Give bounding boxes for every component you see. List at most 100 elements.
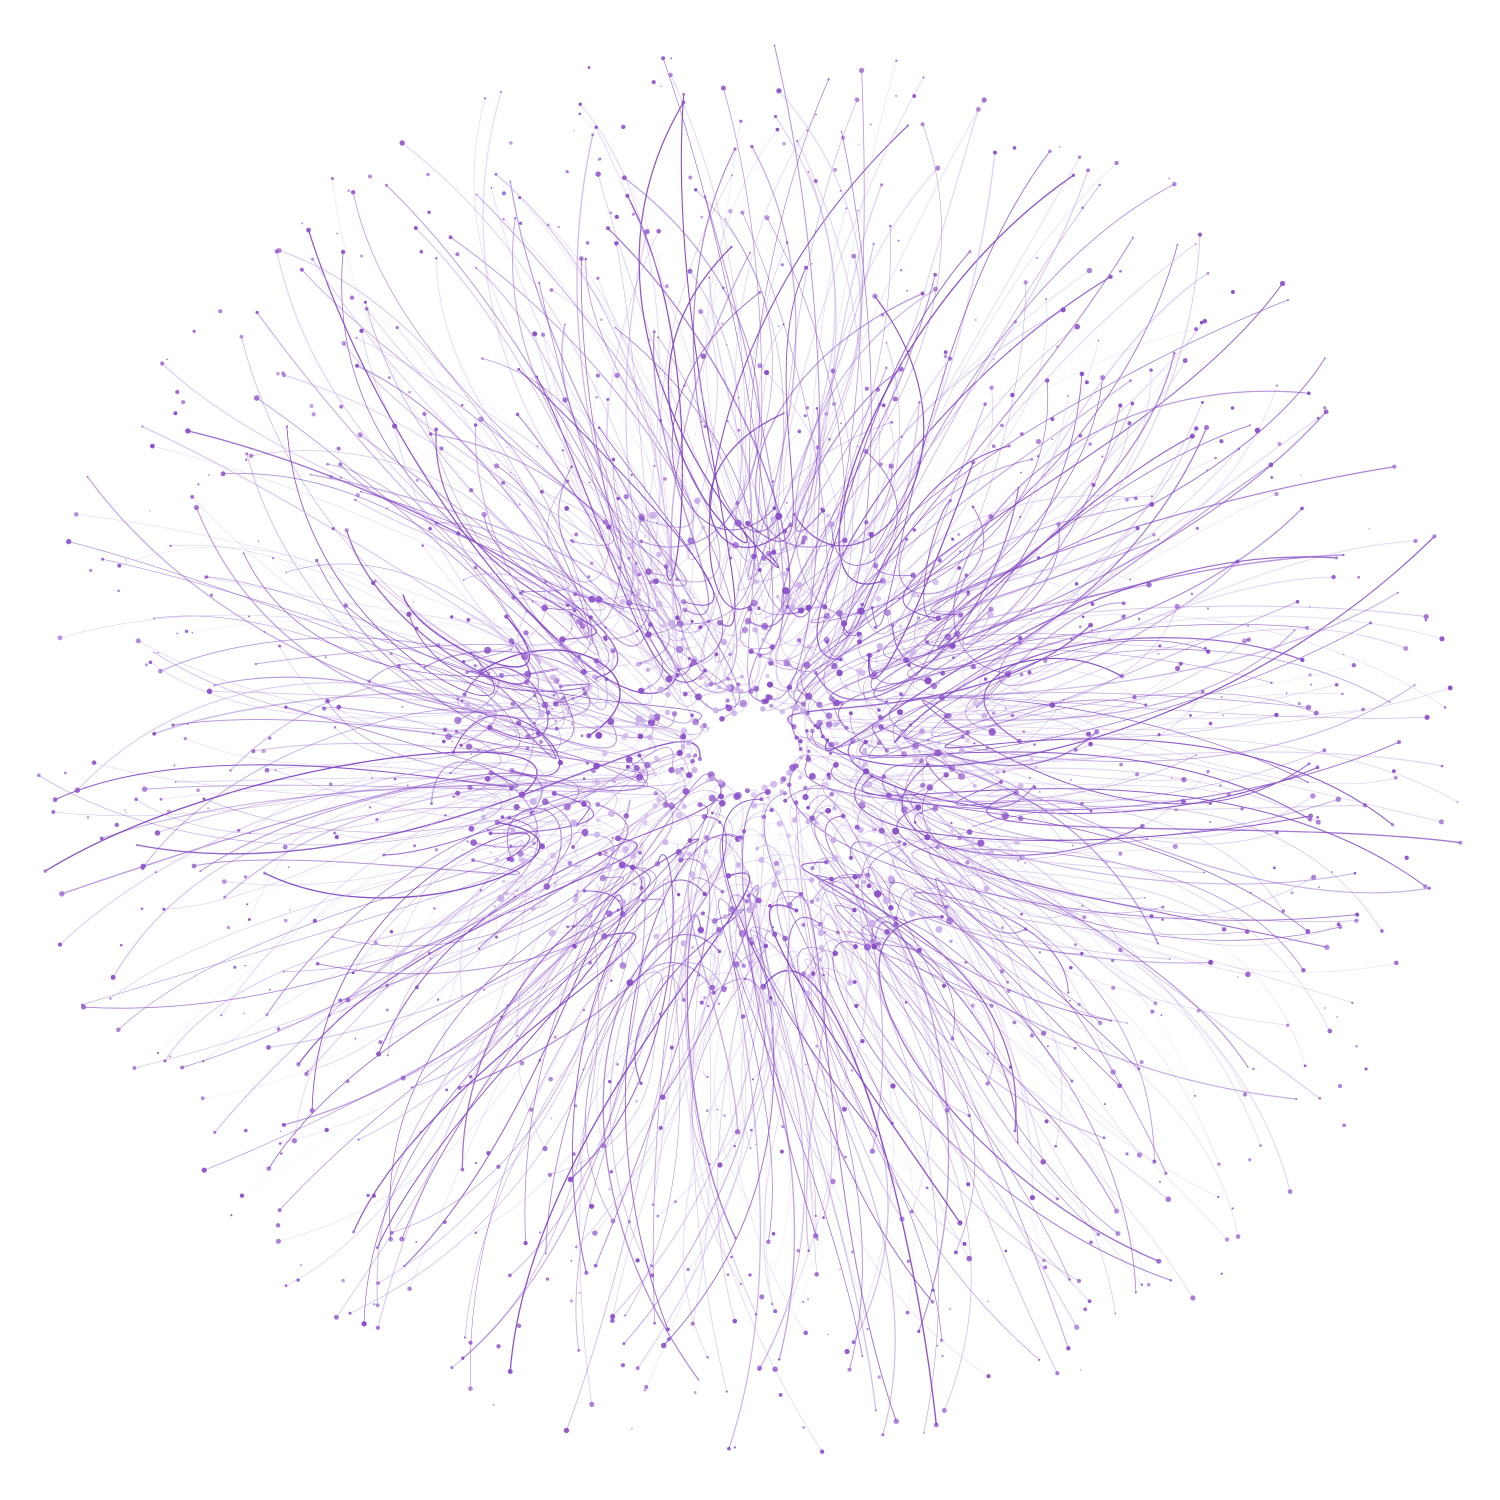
node-dot [516,1034,519,1037]
node-dot [114,822,119,828]
node-dot [630,473,633,476]
node-dot [918,401,921,404]
node-dot [827,78,830,81]
node-dot [941,1355,944,1358]
node-dot [1168,958,1171,960]
node-dot [957,835,962,841]
node-dot [890,623,895,628]
node-dot [616,496,620,501]
node-dot [851,253,857,259]
strand [822,640,1246,729]
node-dot [174,781,177,783]
node-dot [1018,641,1022,645]
node-dot [354,498,357,502]
node-dot [992,712,994,714]
node-dot [780,607,788,615]
node-dot [520,589,525,594]
node-dot [852,907,857,913]
strand [919,668,1178,767]
strand [868,699,1146,759]
node-dot [435,257,438,260]
node-dot [1295,599,1300,604]
node-dot [507,1369,513,1374]
node-dot [668,766,675,774]
node-dot [1158,644,1162,648]
strand [496,823,608,938]
node-dot [782,571,788,577]
node-dot [926,640,929,644]
node-dot [492,1403,495,1406]
strand [748,274,936,702]
node-dot [619,911,626,918]
node-dot [875,596,882,602]
node-dot [368,806,372,809]
node-dot [842,537,848,544]
node-dot [364,307,369,311]
strand [855,753,1211,805]
strand [821,939,1080,1282]
node-dot [500,815,505,819]
strand [778,167,939,647]
node-dot [899,795,903,799]
node-dot [820,734,825,739]
node-dot [459,743,463,748]
node-dot [1206,469,1209,472]
strand [972,805,1383,932]
strand [253,736,685,764]
node-dot [800,670,806,677]
node-dot [761,784,768,791]
node-dot [680,940,688,947]
node-dot [748,959,754,965]
node-dot [1078,433,1083,438]
node-dot [861,750,868,757]
strand [861,775,1426,887]
node-dot [786,769,793,776]
strand [203,777,718,1062]
node-dot [530,906,536,912]
strand [911,873,1015,1023]
node-dot [863,448,869,454]
node-dot [971,505,975,509]
node-dot [1242,638,1248,644]
node-dot [786,833,792,839]
node-dot [461,849,464,851]
strand [847,740,1318,814]
node-dot [490,851,492,854]
node-dot [637,850,642,855]
node-dot [1380,929,1384,933]
strand [662,885,759,1098]
strand [316,560,575,747]
node-dot [371,1193,376,1198]
node-dot [1042,1258,1046,1263]
node-dot [226,925,231,930]
node-dot [898,624,903,629]
node-dot [766,1239,771,1245]
node-dot [595,818,600,823]
node-dot [917,461,919,464]
node-dot [686,646,691,651]
node-dot [552,701,557,706]
node-dot [1046,1045,1049,1048]
node-dot [452,795,455,798]
node-dot [858,143,860,145]
node-dot [1176,243,1179,246]
node-dot [467,784,473,791]
strand [911,846,1155,1162]
node-dot [620,1363,626,1368]
node-dot [325,698,330,704]
strand [734,114,817,636]
strand [790,787,1228,1240]
node-dot [1129,379,1132,382]
node-dot [43,869,48,873]
strand [900,430,1258,667]
strand [164,892,549,1062]
node-dot [854,824,860,830]
node-dot [436,998,440,1001]
node-dot [877,714,883,720]
strand [683,952,801,1358]
node-dot [841,135,846,140]
node-dot [218,309,223,314]
node-dot [565,597,572,605]
node-dot [740,210,745,215]
node-dot [1393,775,1398,780]
